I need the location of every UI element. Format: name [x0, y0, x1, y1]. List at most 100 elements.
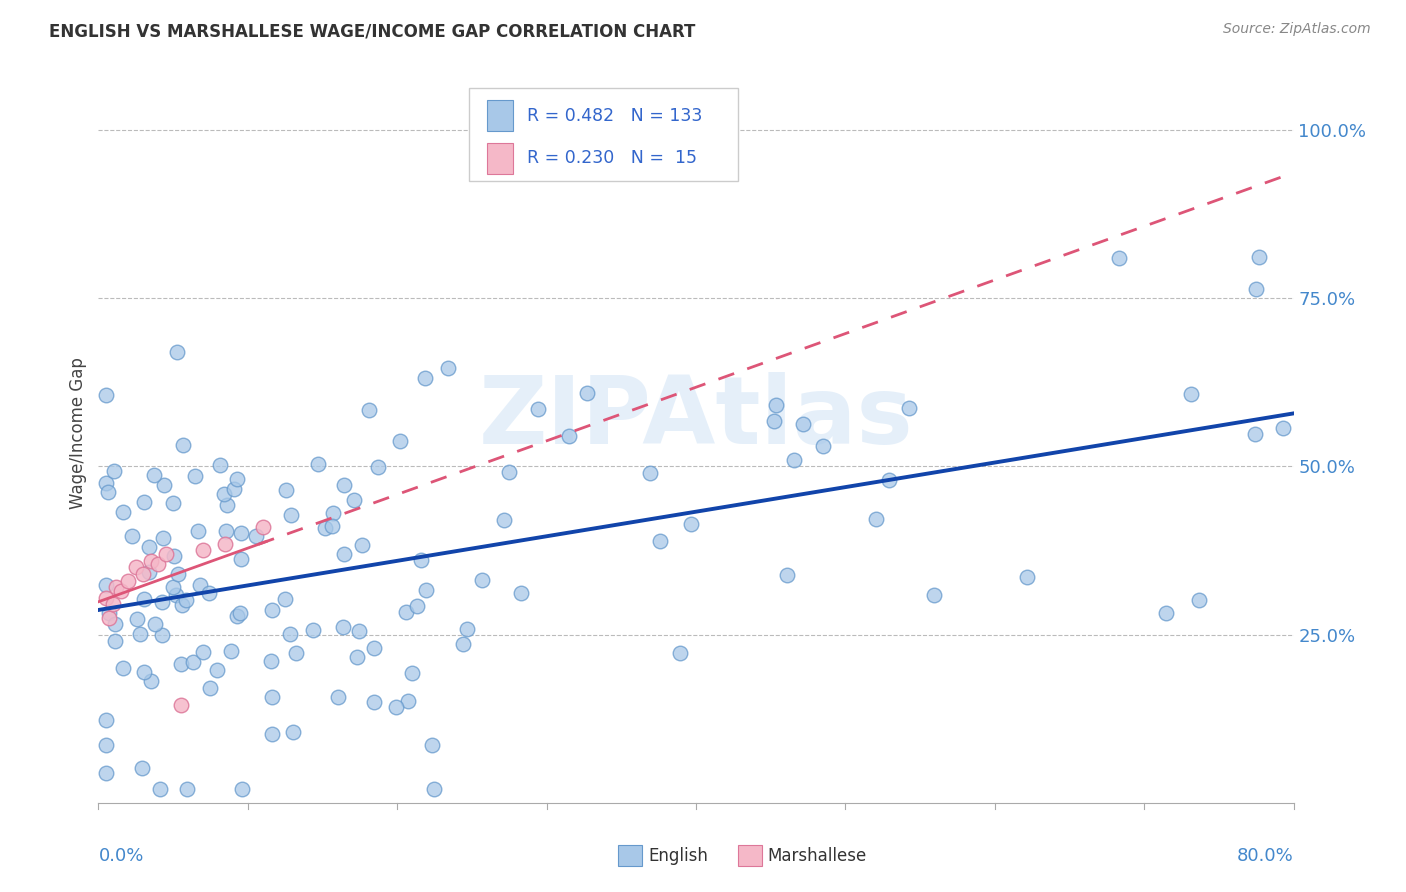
Point — [415, 370, 437, 384]
Point — [1154, 606, 1177, 620]
Point — [150, 594, 173, 608]
Point — [132, 665, 155, 680]
Point — [367, 460, 389, 475]
Point — [167, 567, 190, 582]
Point — [172, 438, 194, 452]
Point — [94, 591, 117, 605]
Point — [260, 727, 283, 741]
Point — [103, 464, 125, 478]
Point — [111, 661, 134, 675]
Point — [176, 782, 198, 797]
Point — [1243, 426, 1265, 441]
Point — [217, 498, 239, 512]
Point — [97, 485, 120, 500]
Point — [117, 574, 139, 588]
Point — [191, 543, 214, 558]
Point — [1108, 252, 1130, 266]
Point — [111, 505, 134, 519]
Point — [897, 401, 920, 415]
Point — [132, 566, 155, 581]
Point — [285, 646, 308, 660]
Point — [245, 529, 267, 543]
Point — [492, 513, 515, 527]
Point — [129, 627, 152, 641]
Point — [395, 605, 418, 619]
Point — [322, 506, 344, 520]
Point — [134, 592, 156, 607]
Point — [207, 663, 229, 677]
FancyBboxPatch shape — [619, 845, 643, 866]
Point — [169, 657, 191, 671]
Point — [152, 531, 174, 545]
Point — [638, 466, 661, 480]
Point — [865, 511, 887, 525]
Point — [359, 402, 381, 417]
Point — [278, 626, 301, 640]
Point — [143, 617, 166, 632]
Point — [763, 415, 786, 429]
Point — [143, 468, 166, 483]
Point — [94, 739, 117, 753]
Point — [1180, 386, 1202, 401]
Point — [283, 724, 305, 739]
Text: R = 0.230   N =  15: R = 0.230 N = 15 — [527, 150, 697, 168]
Point — [121, 529, 143, 543]
Point — [321, 519, 343, 533]
Point — [1015, 570, 1038, 584]
Point — [1272, 421, 1295, 435]
Point — [229, 607, 252, 621]
Point — [783, 453, 806, 467]
Point — [262, 690, 284, 705]
Point — [162, 496, 184, 510]
Point — [792, 417, 814, 432]
Point — [191, 645, 214, 659]
Point — [333, 547, 356, 561]
Point — [346, 650, 368, 665]
Point — [877, 474, 900, 488]
Text: Marshallese: Marshallese — [768, 847, 868, 865]
Point — [94, 765, 117, 780]
Point — [456, 622, 478, 636]
Point — [280, 508, 302, 522]
FancyBboxPatch shape — [738, 845, 762, 866]
Point — [97, 610, 120, 624]
Point — [385, 700, 408, 714]
Point — [215, 524, 238, 539]
Point — [132, 494, 155, 508]
Point — [110, 583, 132, 598]
Point — [363, 695, 385, 709]
Point — [125, 560, 148, 574]
Point — [262, 603, 284, 617]
Point — [198, 681, 221, 696]
Point — [104, 616, 127, 631]
Point — [149, 782, 172, 797]
Text: 0.0%: 0.0% — [98, 847, 143, 865]
Point — [332, 477, 354, 491]
Point — [139, 553, 162, 567]
Point — [139, 674, 162, 689]
Point — [150, 628, 173, 642]
Point — [259, 654, 281, 668]
Point — [301, 624, 323, 638]
Point — [498, 465, 520, 479]
Point — [423, 782, 446, 797]
Point — [198, 586, 221, 600]
Point — [343, 492, 366, 507]
Point — [509, 586, 531, 600]
Point — [209, 458, 232, 473]
Point — [94, 388, 117, 402]
Point — [231, 782, 253, 797]
Point — [314, 520, 336, 534]
Text: ZIPAtlas: ZIPAtlas — [478, 372, 914, 464]
Point — [1244, 282, 1267, 296]
Point — [226, 472, 249, 486]
Y-axis label: Wage/Income Gap: Wage/Income Gap — [69, 357, 87, 508]
Point — [924, 588, 946, 602]
Point — [409, 553, 432, 567]
FancyBboxPatch shape — [486, 143, 513, 174]
Point — [219, 644, 242, 658]
Point — [669, 646, 692, 660]
Text: ENGLISH VS MARSHALLESE WAGE/INCOME GAP CORRELATION CHART: ENGLISH VS MARSHALLESE WAGE/INCOME GAP C… — [49, 22, 696, 40]
Point — [437, 360, 460, 375]
Point — [97, 606, 120, 620]
